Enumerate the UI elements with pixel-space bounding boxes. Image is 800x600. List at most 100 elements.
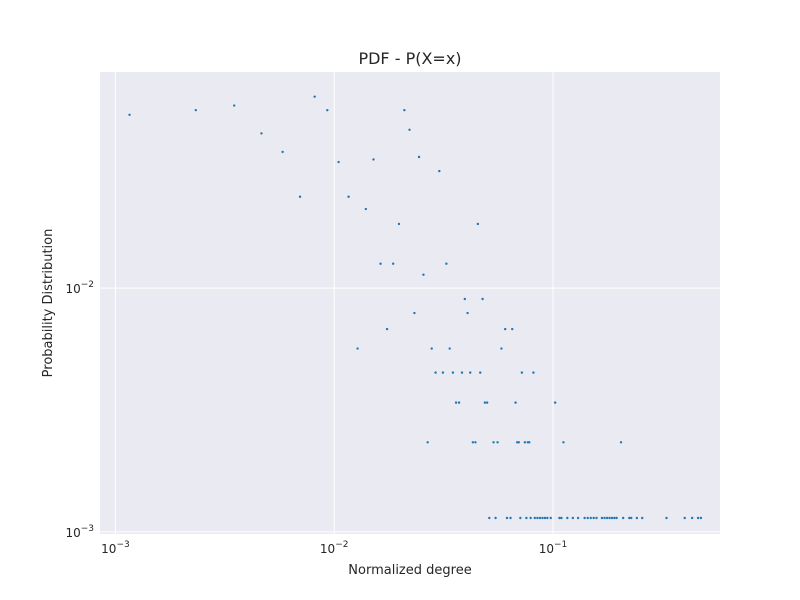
data-point [536, 516, 539, 520]
data-point [471, 441, 475, 444]
data-point [511, 327, 514, 331]
data-point [485, 401, 489, 404]
data-point [566, 516, 569, 520]
data-point [313, 95, 316, 98]
data-point [233, 104, 236, 107]
data-point [479, 371, 482, 374]
data-point [529, 516, 532, 520]
data-point [528, 441, 531, 444]
data-point [483, 401, 487, 404]
data-point [613, 516, 616, 520]
data-point [454, 401, 458, 404]
data-point [397, 222, 401, 226]
data-point [496, 441, 499, 444]
data-point [434, 371, 437, 374]
data-point [372, 158, 375, 161]
data-point [615, 516, 618, 520]
data-point [549, 516, 552, 520]
data-point [560, 516, 563, 520]
data-point [463, 297, 466, 301]
x-tick-label: 10−1 [539, 540, 568, 556]
data-point [576, 516, 580, 520]
data-point [628, 516, 631, 520]
data-point [610, 516, 614, 520]
data-point [514, 401, 517, 404]
data-point [619, 441, 623, 444]
data-point [696, 516, 700, 520]
data-point [509, 516, 512, 520]
data-point [422, 273, 425, 276]
data-point [665, 516, 668, 520]
data-point [533, 516, 536, 520]
data-point [356, 347, 359, 350]
data-point [403, 108, 406, 112]
data-point [408, 128, 411, 132]
data-point [466, 311, 469, 315]
data-point [430, 347, 433, 350]
data-point [281, 150, 284, 154]
data-point [630, 516, 633, 520]
data-point [391, 262, 395, 265]
data-point [438, 169, 441, 173]
data-point [546, 516, 549, 520]
data-point [538, 516, 542, 520]
data-point [690, 516, 694, 520]
data-point [503, 327, 507, 331]
data-point [553, 401, 557, 404]
data-point [641, 516, 644, 520]
y-axis-label: Probability Distribution [41, 229, 56, 378]
data-point [413, 311, 416, 315]
data-point [194, 108, 198, 112]
data-point [469, 371, 472, 374]
data-point [523, 441, 527, 444]
x-tick-label: 10−3 [101, 540, 130, 556]
data-point [543, 516, 547, 520]
y-tick-label: 10−2 [65, 280, 94, 296]
data-point [500, 347, 503, 350]
data-point [385, 327, 389, 331]
data-point [326, 108, 329, 112]
data-point [571, 516, 575, 520]
data-point [460, 371, 464, 374]
data-point [494, 516, 497, 520]
data-point [583, 516, 586, 520]
data-point [532, 371, 535, 374]
x-tick-label: 10−2 [320, 540, 349, 556]
data-point [417, 155, 421, 159]
data-point [603, 516, 606, 520]
chart-title: PDF - P(X=x) [358, 49, 461, 68]
data-point [519, 516, 522, 520]
data-point [605, 516, 609, 520]
data-point [260, 132, 263, 135]
data-point [379, 262, 382, 265]
data-point [621, 516, 625, 520]
x-tick-labels: 10−3 10−2 10−1 [101, 540, 567, 556]
data-point [586, 516, 589, 520]
data-point [426, 441, 429, 444]
data-point [562, 441, 565, 444]
data-point [699, 516, 703, 520]
data-point [525, 516, 528, 520]
plot-area [100, 72, 720, 534]
data-point [445, 262, 448, 265]
data-point [474, 441, 477, 444]
y-tick-labels: 10−3 10−2 [65, 280, 94, 540]
data-point [448, 347, 451, 350]
data-points [128, 95, 703, 520]
data-point [481, 297, 484, 301]
data-point [517, 441, 520, 444]
data-point [451, 371, 455, 374]
data-point [347, 195, 350, 198]
grid [100, 72, 720, 534]
data-point [492, 441, 495, 444]
data-point [520, 371, 524, 374]
data-point [364, 207, 368, 211]
data-point [600, 516, 604, 520]
data-point [128, 113, 131, 116]
data-point [608, 516, 611, 520]
data-point [541, 516, 544, 520]
data-point [298, 195, 302, 198]
data-point [592, 516, 595, 520]
y-tick-label: 10−3 [65, 524, 94, 540]
